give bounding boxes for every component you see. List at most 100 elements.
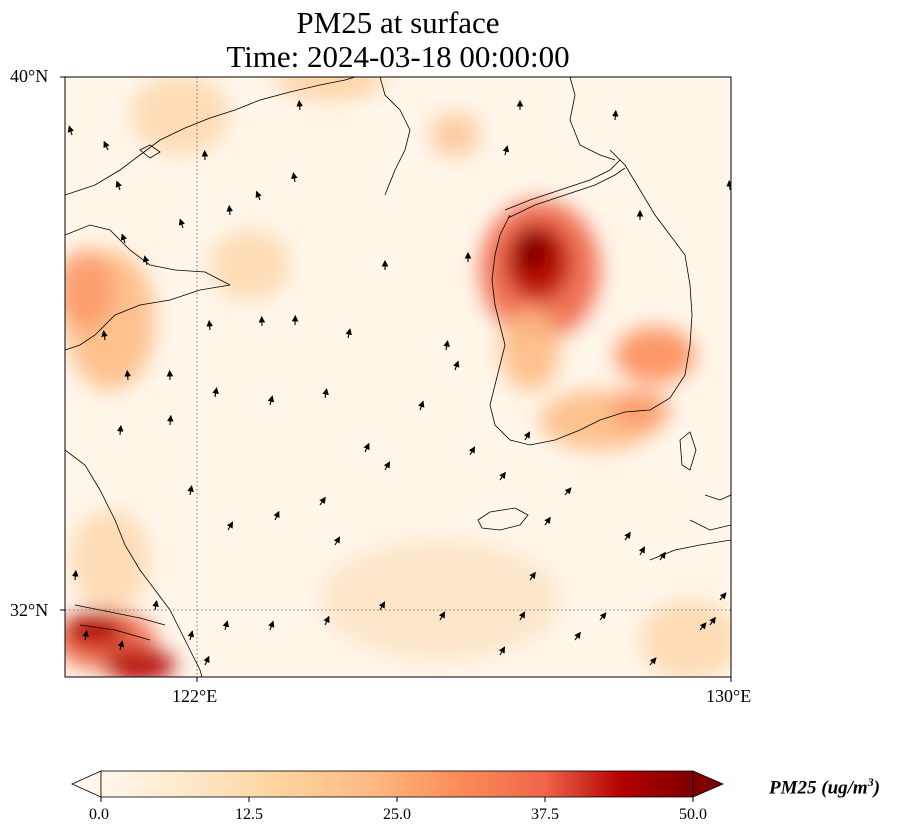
colorbar-tick-0: 0.0 <box>89 806 109 823</box>
axis-ticks <box>60 76 732 682</box>
wind-vector-68 <box>152 600 159 611</box>
colorbar-extend-high <box>692 770 725 798</box>
wind-vector-12 <box>206 319 213 331</box>
wind-vector-35 <box>564 487 572 496</box>
wind-vector-41 <box>599 612 607 621</box>
wind-vector-1 <box>103 140 110 151</box>
coastline-8 <box>569 77 616 161</box>
wind-vector-24 <box>226 521 234 531</box>
coastline-2 <box>65 284 231 351</box>
wind-vector-8 <box>339 77 340 78</box>
coastline-13 <box>379 77 411 196</box>
wind-vector-6 <box>255 190 262 201</box>
wind-vector-27 <box>333 536 341 546</box>
pm25-patch-9 <box>430 113 480 157</box>
coastline-6 <box>504 159 621 211</box>
wind-vector-20 <box>212 387 219 398</box>
colorbar-tick-1: 12.5 <box>235 806 263 823</box>
map-frame <box>64 76 732 678</box>
wind-vector-22 <box>117 424 124 436</box>
coastline-7 <box>507 167 626 219</box>
coastline-10 <box>679 431 697 471</box>
wind-vector-55 <box>72 569 79 581</box>
coastline-4 <box>74 604 166 641</box>
wind-vector-53 <box>222 620 230 631</box>
wind-vector-29 <box>383 461 391 471</box>
coastline-0 <box>65 77 356 196</box>
pm25-patch-17 <box>640 600 731 677</box>
wind-vector-66 <box>226 204 233 216</box>
pm25-patch-11 <box>275 77 385 100</box>
wind-vector-61 <box>726 179 731 191</box>
pm25-patch-6 <box>615 327 695 383</box>
coastline-3 <box>65 449 203 677</box>
wind-vector-5 <box>178 218 186 229</box>
wind-vector-67 <box>187 630 195 641</box>
title-line-2: Time: 2024-03-18 00:00:00 <box>226 39 570 74</box>
colorbar-tick-4: 50.0 <box>679 806 707 823</box>
pm25-patch-4 <box>514 230 550 270</box>
wind-vector-0 <box>67 125 75 136</box>
lon-label-122e: 122°E <box>172 686 218 706</box>
wind-vector-28 <box>363 442 370 453</box>
wind-vector-32 <box>468 446 476 456</box>
wind-vector-17 <box>345 328 352 339</box>
wind-vector-9 <box>101 330 108 341</box>
wind-vector-33 <box>499 471 506 481</box>
wind-vector-34 <box>523 431 531 441</box>
coastline-5 <box>489 149 693 446</box>
wind-vector-10 <box>124 369 131 381</box>
coastline-12 <box>139 144 161 159</box>
coastline-9 <box>477 507 529 531</box>
wind-vector-56 <box>82 630 89 641</box>
wind-vector-52 <box>268 620 275 631</box>
wind-vector-36 <box>544 516 551 526</box>
wind-vector-49 <box>438 611 446 621</box>
lon-label-130e: 130°E <box>706 686 752 706</box>
wind-vector-51 <box>323 615 330 626</box>
wind-vector-42 <box>624 531 631 541</box>
colorbar-tick-3: 37.5 <box>531 806 559 823</box>
wind-vector-19 <box>267 395 275 406</box>
wind-vector-30 <box>418 400 425 411</box>
wind-vector-38 <box>518 611 526 621</box>
lat-label-40n: 40°N <box>10 66 49 86</box>
colorbar-tick-2: 25.0 <box>383 806 411 823</box>
wind-vector-48 <box>649 657 657 666</box>
pm25-patch-12 <box>130 77 230 155</box>
title-line-1: PM25 at surface <box>296 5 500 40</box>
wind-vector-26 <box>319 496 326 506</box>
wind-vector-37 <box>529 571 536 581</box>
wind-vector-64 <box>296 99 303 111</box>
pm25-patch-15 <box>105 647 175 677</box>
pm25-field <box>65 77 731 677</box>
wind-vector-25 <box>273 510 280 521</box>
pm25-patch-5 <box>500 310 560 390</box>
wind-vector-43 <box>638 546 646 556</box>
colorbar-title: PM25 (ug/m3) <box>769 775 881 799</box>
pm25-patch-16 <box>70 510 150 610</box>
wind-vector-45 <box>699 622 707 631</box>
wind-vector-54 <box>203 655 210 666</box>
wind-vector-57 <box>117 640 125 651</box>
pm25-patch-10 <box>210 230 290 300</box>
wind-vector-23 <box>187 485 194 496</box>
pm25-patch-8 <box>610 390 670 430</box>
pm25-patch-14 <box>65 612 125 648</box>
lat-label-32n: 32°N <box>10 600 49 620</box>
wind-vector-4 <box>142 255 150 266</box>
wind-vector-47 <box>719 592 727 601</box>
wind-vector-44 <box>659 551 666 561</box>
wind-vector-18 <box>322 388 329 399</box>
pm25-patch-18 <box>320 540 560 660</box>
colorbar <box>71 770 725 802</box>
wind-vector-46 <box>709 616 716 626</box>
wind-vector-16 <box>443 340 450 351</box>
wind-vector-50 <box>378 601 386 611</box>
wind-vector-21 <box>167 414 174 426</box>
wind-vector-40 <box>574 631 581 641</box>
wind-vector-31 <box>453 360 460 371</box>
pm25-patch-1 <box>65 250 115 330</box>
wind-vector-62 <box>502 145 510 156</box>
